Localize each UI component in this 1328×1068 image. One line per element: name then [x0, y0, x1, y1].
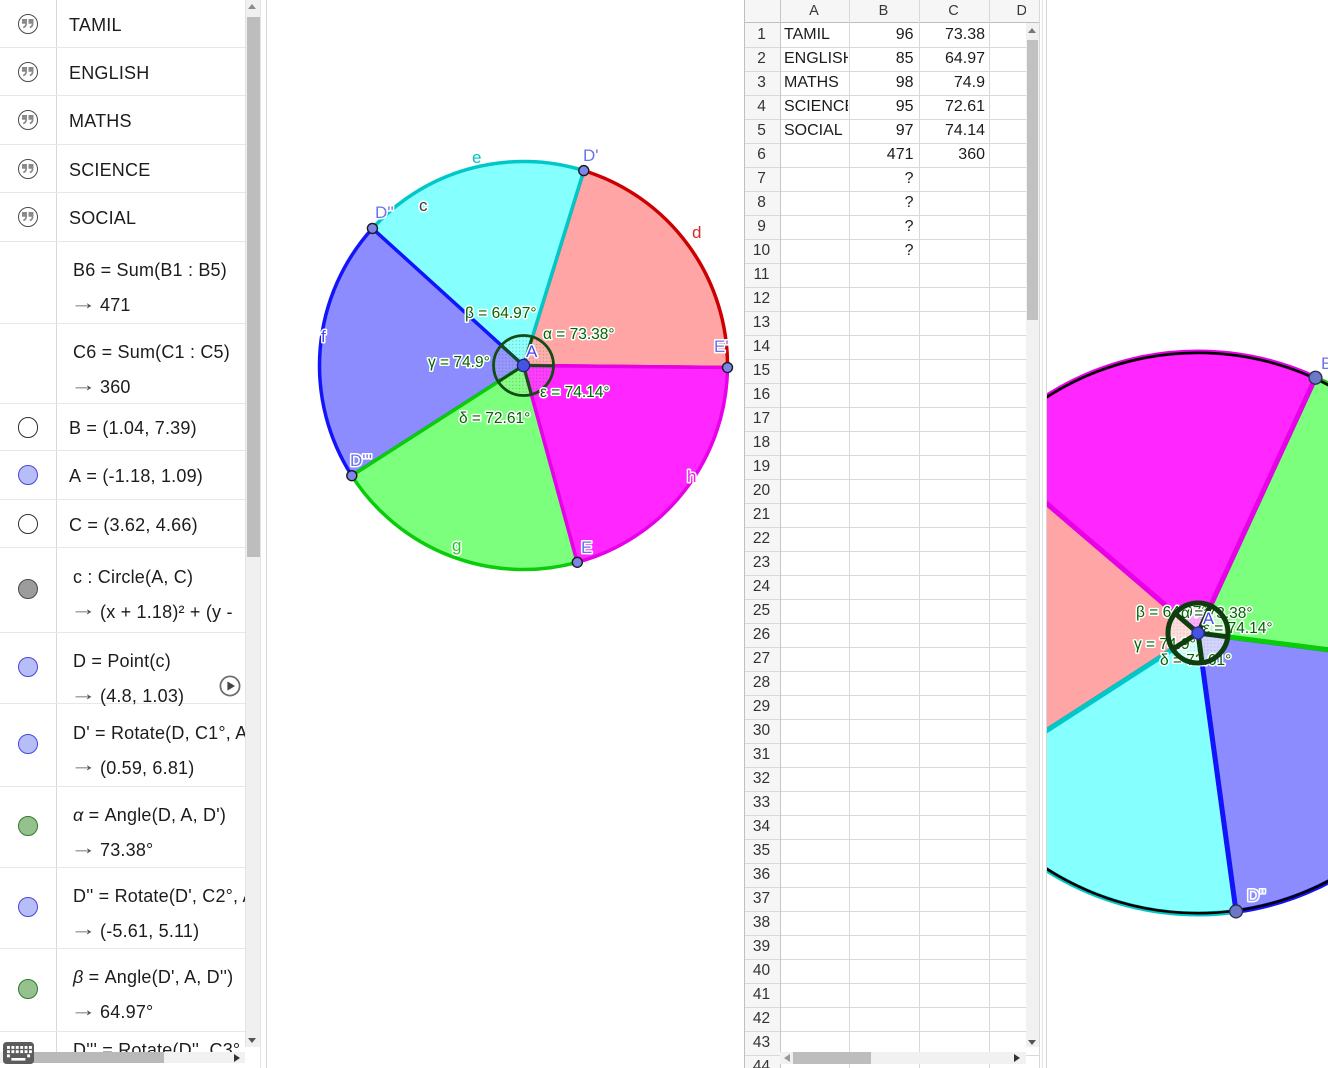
svg-text:β = 64.97°: β = 64.97° [465, 305, 537, 322]
svg-text:E: E [1321, 354, 1328, 373]
svg-text:E': E' [714, 337, 729, 356]
svg-text:δ = 72.61°: δ = 72.61° [459, 410, 530, 427]
svg-text:f: f [321, 327, 326, 346]
svg-text:α = 73.38°: α = 73.38° [543, 326, 615, 343]
svg-text:g: g [452, 536, 461, 555]
svg-text:e: e [472, 148, 481, 167]
svg-text:c: c [419, 196, 428, 215]
svg-text:D': D' [583, 146, 599, 165]
svg-text:D'': D'' [375, 203, 394, 222]
svg-text:ε = 74.14°: ε = 74.14° [1203, 620, 1273, 637]
svg-text:E: E [581, 538, 592, 557]
svg-text:γ = 74.9°: γ = 74.9° [428, 354, 490, 371]
svg-text:γ = 74.9°: γ = 74.9° [1134, 636, 1196, 653]
svg-text:D''': D''' [350, 451, 372, 470]
svg-text:α = 73.38°: α = 73.38° [1181, 605, 1253, 622]
svg-text:d: d [692, 223, 701, 242]
svg-text:A: A [526, 342, 538, 361]
svg-text:ε = 74.14°: ε = 74.14° [540, 384, 610, 401]
svg-text:h: h [687, 467, 696, 486]
svg-text:D'': D'' [1247, 886, 1266, 905]
svg-text:β = 64.97°: β = 64.97° [1136, 604, 1208, 621]
svg-text:A: A [1203, 610, 1214, 628]
